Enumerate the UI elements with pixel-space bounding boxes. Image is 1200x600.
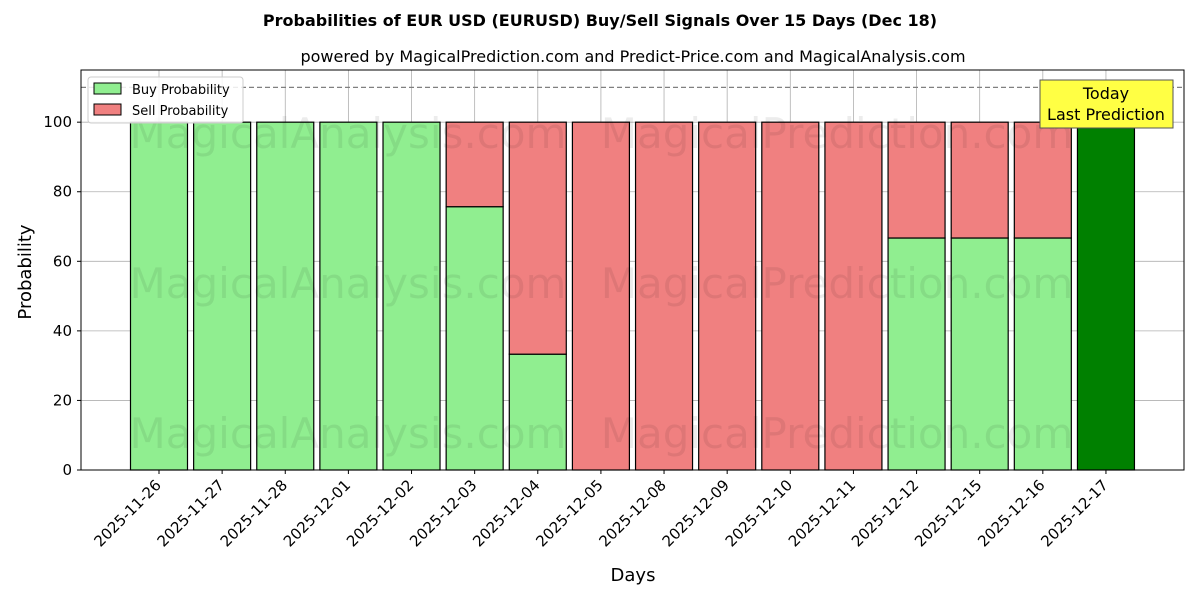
legend: Buy Probability Sell Probability: [87, 76, 244, 124]
x-tick-label: 2025-12-10: [722, 476, 796, 550]
annotation-box: [1039, 79, 1174, 129]
sell-bar: [445, 121, 504, 208]
buy-bar: [256, 121, 315, 471]
x-tick-label: 2025-12-02: [343, 476, 417, 550]
watermark-text: MagicalPrediction.com: [601, 409, 1074, 458]
buy-bar: [319, 121, 378, 471]
watermark-text: MagicalAnalysis.com: [130, 259, 567, 308]
x-tick-label: 2025-11-26: [90, 476, 164, 550]
chart-subtitle: powered by MagicalPrediction.com and Pre…: [300, 47, 965, 66]
legend-swatch-sell: [93, 103, 122, 116]
buy-bar: [950, 237, 1009, 471]
plot-frame: [80, 69, 1185, 471]
annotation-line-2: Last Prediction: [1047, 105, 1165, 124]
y-tick-label: 20: [53, 391, 72, 409]
today-annotation: Today Last Prediction: [1039, 79, 1174, 129]
x-tick-label: 2025-12-08: [595, 476, 669, 550]
annotation-line-1: Today: [1082, 84, 1129, 103]
x-tick-label: 2025-12-15: [911, 476, 985, 550]
x-tick-label: 2025-12-03: [406, 476, 480, 550]
legend-box: [87, 76, 244, 124]
sell-bar: [698, 121, 757, 471]
y-tick-label: 80: [53, 183, 72, 201]
legend-label-sell: Sell Probability: [132, 104, 229, 119]
x-tick-label: 2025-12-05: [532, 476, 606, 550]
x-tick-label: 2025-11-28: [217, 476, 291, 550]
x-tick-label: 2025-12-11: [785, 476, 859, 550]
buy-bar: [1076, 121, 1136, 471]
y-axis-label: Probability: [15, 224, 36, 319]
legend-label-buy: Buy Probability: [132, 83, 230, 98]
buy-bar: [1013, 237, 1072, 471]
x-tick-label: 2025-12-17: [1037, 476, 1111, 550]
y-tick-label: 0: [62, 461, 72, 479]
watermark-text: MagicalPrediction.com: [601, 259, 1074, 308]
sell-bar: [887, 121, 946, 239]
x-tick-label: 2025-12-16: [974, 476, 1048, 550]
sell-bar: [1013, 121, 1072, 239]
y-tick-label: 100: [43, 113, 72, 131]
sell-bar: [571, 121, 631, 471]
y-tick-label: 60: [53, 252, 72, 270]
x-axis-label: Days: [611, 565, 656, 586]
buy-bar: [382, 121, 441, 471]
x-tick-label: 2025-12-12: [848, 476, 922, 550]
watermark-layer: MagicalAnalysis.com MagicalPrediction.com…: [130, 109, 1074, 458]
bars-layer: [129, 121, 1136, 471]
x-tick-label: 2025-11-27: [154, 476, 228, 550]
sell-bar: [508, 121, 567, 355]
buy-bar: [445, 206, 504, 471]
y-tick-label: 40: [53, 322, 72, 340]
watermark-text: MagicalPrediction.com: [601, 109, 1074, 158]
buy-bar: [887, 237, 946, 471]
chart-title: Probabilities of EUR USD (EURUSD) Buy/Se…: [263, 11, 937, 30]
sell-bar: [950, 121, 1009, 239]
x-tick-label: 2025-12-04: [469, 476, 543, 550]
legend-swatch-buy: [93, 82, 122, 95]
sell-bar: [824, 121, 883, 471]
sell-bar: [634, 121, 694, 471]
sell-bar: [761, 121, 820, 471]
watermark-text: MagicalAnalysis.com: [130, 409, 567, 458]
x-tick-label: 2025-12-09: [659, 476, 733, 550]
x-tick-label: 2025-12-01: [280, 476, 354, 550]
